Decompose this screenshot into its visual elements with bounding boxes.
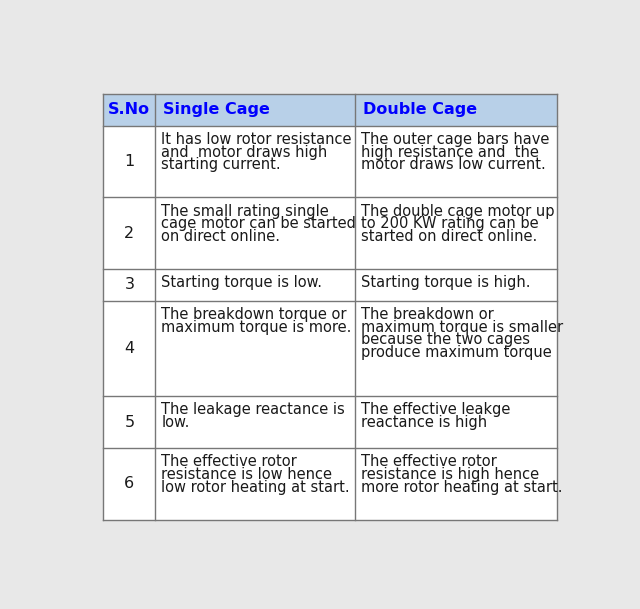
- Text: motor draws low current.: motor draws low current.: [361, 157, 546, 172]
- Text: low rotor heating at start.: low rotor heating at start.: [161, 479, 350, 495]
- Text: produce maximum torque: produce maximum torque: [361, 345, 552, 359]
- Text: Starting torque is low.: Starting torque is low.: [161, 275, 323, 290]
- Text: Double Cage: Double Cage: [363, 102, 477, 118]
- Text: because the two cages: because the two cages: [361, 332, 530, 347]
- Text: The breakdown torque or: The breakdown torque or: [161, 307, 347, 322]
- Text: low.: low.: [161, 415, 189, 430]
- Text: The small rating single: The small rating single: [161, 203, 329, 219]
- Text: and  motor draws high: and motor draws high: [161, 145, 328, 160]
- Text: The double cage motor up: The double cage motor up: [361, 203, 554, 219]
- Text: 4: 4: [124, 341, 134, 356]
- Text: The breakdown or: The breakdown or: [361, 307, 493, 322]
- Text: more rotor heating at start.: more rotor heating at start.: [361, 479, 563, 495]
- Text: The effective rotor: The effective rotor: [361, 454, 497, 470]
- Text: started on direct online.: started on direct online.: [361, 228, 537, 244]
- Text: cage motor can be started: cage motor can be started: [161, 216, 356, 231]
- Text: maximum torque is smaller: maximum torque is smaller: [361, 320, 563, 334]
- Text: 2: 2: [124, 225, 134, 241]
- Text: 3: 3: [124, 277, 134, 292]
- Text: The effective rotor: The effective rotor: [161, 454, 297, 470]
- Text: to 200 KW rating can be: to 200 KW rating can be: [361, 216, 538, 231]
- Text: Starting torque is high.: Starting torque is high.: [361, 275, 531, 290]
- Text: reactance is high: reactance is high: [361, 415, 487, 430]
- Text: resistance is high hence: resistance is high hence: [361, 467, 539, 482]
- Text: maximum torque is more.: maximum torque is more.: [161, 320, 352, 334]
- Text: The outer cage bars have: The outer cage bars have: [361, 132, 549, 147]
- Text: 1: 1: [124, 154, 134, 169]
- Bar: [103, 94, 557, 126]
- Text: starting current.: starting current.: [161, 157, 281, 172]
- Text: resistance is low hence: resistance is low hence: [161, 467, 332, 482]
- Text: It has low rotor resistance: It has low rotor resistance: [161, 132, 352, 147]
- Text: S.No: S.No: [108, 102, 150, 118]
- Text: 5: 5: [124, 415, 134, 429]
- Text: The effective leakge: The effective leakge: [361, 402, 510, 417]
- Text: 6: 6: [124, 476, 134, 491]
- Text: Single Cage: Single Cage: [163, 102, 270, 118]
- Text: high resistance and  the: high resistance and the: [361, 145, 539, 160]
- Text: on direct online.: on direct online.: [161, 228, 280, 244]
- Text: The leakage reactance is: The leakage reactance is: [161, 402, 345, 417]
